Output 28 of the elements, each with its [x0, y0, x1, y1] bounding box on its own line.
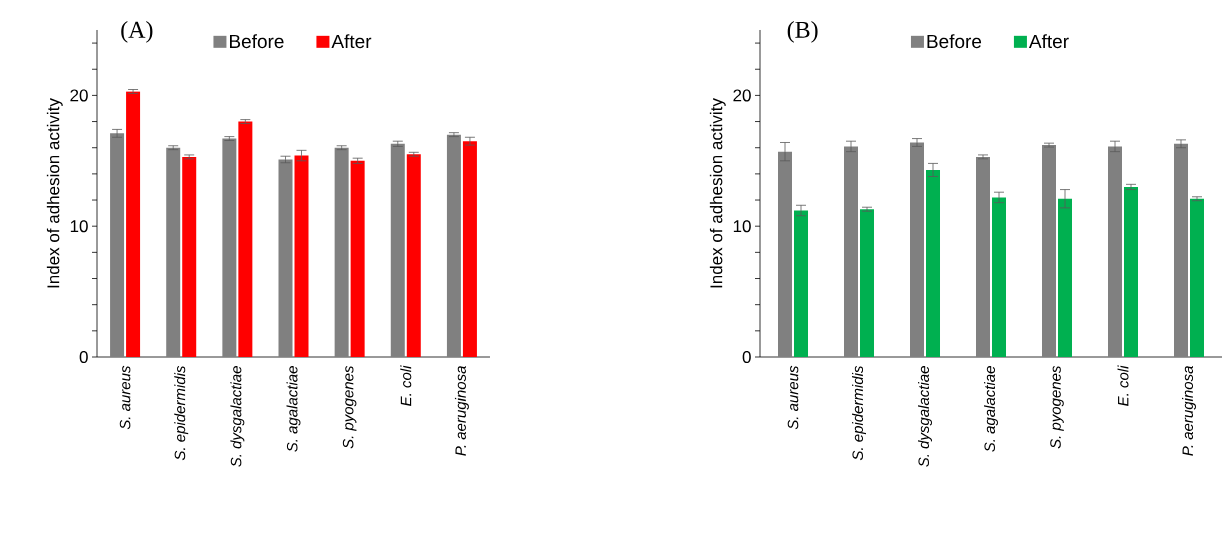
legend-label: Before [927, 34, 982, 49]
chart-title: (A) [121, 20, 153, 43]
y-tick-label: 0 [79, 350, 88, 364]
x-tick-label: S. pyogenes [342, 365, 357, 449]
x-tick-label: S. agalactiae [984, 366, 998, 452]
x-tick-label: S. epidermidis [852, 365, 866, 461]
y-tick-label: 0 [742, 350, 751, 364]
x-tick-label: S. epidermidis [174, 365, 189, 461]
legend-label: After [331, 34, 372, 49]
y-axis-title: Index of adhesion activity [46, 98, 63, 288]
y-tick-label: 10 [733, 220, 751, 233]
x-tick-label: P. aeruginosa [1182, 366, 1196, 456]
chart-title: (B) [787, 20, 818, 43]
x-tick-label: P. aeruginosa [454, 366, 469, 456]
x-tick-label: E. coli [1117, 365, 1129, 406]
y-tick-label: 10 [70, 220, 88, 233]
legend-label: Before [230, 34, 284, 49]
x-tick-label: S. dysgalactiae [230, 366, 245, 467]
x-tick-label: S. agalactiae [286, 366, 301, 452]
x-tick-label: S. dysgalactiae [918, 366, 932, 467]
legend-label: After [1028, 34, 1069, 49]
x-tick-label: E. coli [400, 365, 412, 406]
x-tick-label: S. aureus [119, 365, 131, 430]
y-axis-title: Index of adhesion activity [709, 98, 726, 288]
x-tick-label: S. aureus [787, 365, 799, 430]
y-tick-label: 20 [70, 89, 88, 102]
y-tick-label: 20 [733, 89, 751, 102]
x-tick-label: S. pyogenes [1050, 365, 1064, 449]
